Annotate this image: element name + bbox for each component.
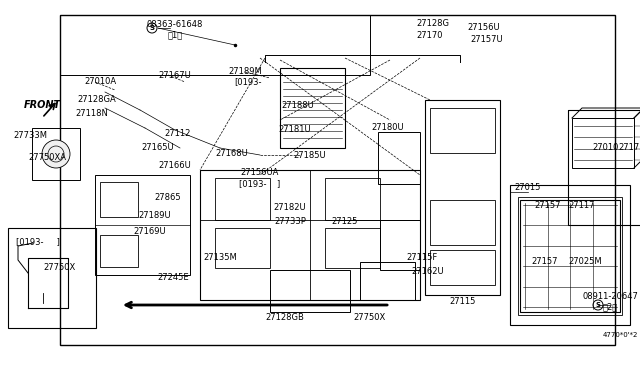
Text: 27125: 27125: [332, 218, 358, 227]
Text: 27750X: 27750X: [44, 263, 76, 273]
Text: 27128GB: 27128GB: [266, 314, 305, 323]
Text: 27169U: 27169U: [134, 228, 166, 237]
Circle shape: [593, 300, 603, 310]
Text: 27185U: 27185U: [294, 151, 326, 160]
Text: 27128GA: 27128GA: [77, 96, 116, 105]
Text: 27168U: 27168U: [216, 148, 248, 157]
Text: 27010: 27010: [593, 144, 619, 153]
Bar: [60, 15, 615, 345]
Text: 08911-20647
（2）: 08911-20647 （2）: [582, 292, 638, 312]
Bar: [325, 228, 380, 268]
Text: 27166U: 27166U: [159, 160, 191, 170]
Text: 27135M: 27135M: [203, 253, 237, 263]
Text: 27167U: 27167U: [159, 71, 191, 80]
Text: 27117: 27117: [569, 201, 595, 209]
Text: 27245E: 27245E: [157, 273, 189, 282]
Text: 27010A: 27010A: [84, 77, 116, 87]
Bar: [215, 228, 270, 268]
Bar: [100, 235, 138, 267]
Bar: [95, 175, 190, 275]
Text: FRONT: FRONT: [24, 100, 61, 110]
Text: 27189U: 27189U: [139, 211, 172, 219]
Text: 27188U: 27188U: [282, 100, 314, 109]
Text: 27128G: 27128G: [417, 19, 449, 29]
Text: 27165U: 27165U: [141, 144, 174, 153]
Text: 27182U: 27182U: [274, 203, 307, 212]
Bar: [568, 110, 640, 225]
Bar: [572, 118, 634, 168]
Bar: [270, 270, 350, 312]
Text: 27156U: 27156U: [468, 23, 500, 32]
Circle shape: [42, 140, 70, 168]
Text: 27181U: 27181U: [278, 125, 311, 135]
Text: 27750X: 27750X: [354, 314, 386, 323]
Bar: [215, 178, 270, 220]
Bar: [510, 185, 630, 325]
Text: S: S: [150, 25, 154, 31]
Text: 27170: 27170: [417, 32, 444, 41]
Text: 27162U: 27162U: [412, 267, 444, 276]
Bar: [8, 228, 96, 328]
Text: 27015: 27015: [515, 183, 541, 192]
Text: 27157: 27157: [532, 257, 558, 266]
Text: 27118N: 27118N: [76, 109, 108, 118]
Text: 27175N: 27175N: [619, 144, 640, 153]
Text: 27025M: 27025M: [568, 257, 602, 266]
Bar: [280, 68, 345, 148]
Text: S: S: [595, 302, 600, 308]
Bar: [380, 220, 420, 270]
Text: [0193-: [0193-: [234, 77, 262, 87]
Text: 27157: 27157: [535, 201, 561, 209]
Text: 4770*0'*2: 4770*0'*2: [602, 332, 637, 338]
Text: 27733M: 27733M: [13, 131, 47, 140]
Bar: [518, 197, 622, 315]
Text: 27189M: 27189M: [228, 67, 262, 77]
Text: 27180U: 27180U: [372, 124, 404, 132]
Text: 27750XA: 27750XA: [28, 154, 66, 163]
Text: 27115F: 27115F: [406, 253, 438, 263]
Text: 27733P: 27733P: [274, 218, 306, 227]
Bar: [60, 15, 370, 75]
Text: 27157U: 27157U: [470, 35, 503, 45]
Bar: [100, 182, 138, 217]
Text: 27115: 27115: [450, 298, 476, 307]
Bar: [520, 200, 620, 312]
Bar: [200, 170, 420, 300]
Bar: [430, 250, 495, 285]
Text: 27112: 27112: [165, 128, 191, 138]
Bar: [325, 178, 380, 220]
Circle shape: [147, 23, 157, 33]
Text: 08363-61648
（1）: 08363-61648 （1）: [147, 20, 203, 40]
Bar: [430, 108, 495, 153]
Text: 27865: 27865: [155, 193, 181, 202]
Bar: [360, 262, 415, 300]
Text: [0193-     ]: [0193- ]: [16, 237, 60, 247]
Bar: [32, 128, 80, 180]
Bar: [378, 132, 420, 184]
Bar: [425, 100, 500, 295]
Text: 27156UA
[0193-    ]: 27156UA [0193- ]: [239, 168, 280, 188]
Bar: [430, 200, 495, 245]
